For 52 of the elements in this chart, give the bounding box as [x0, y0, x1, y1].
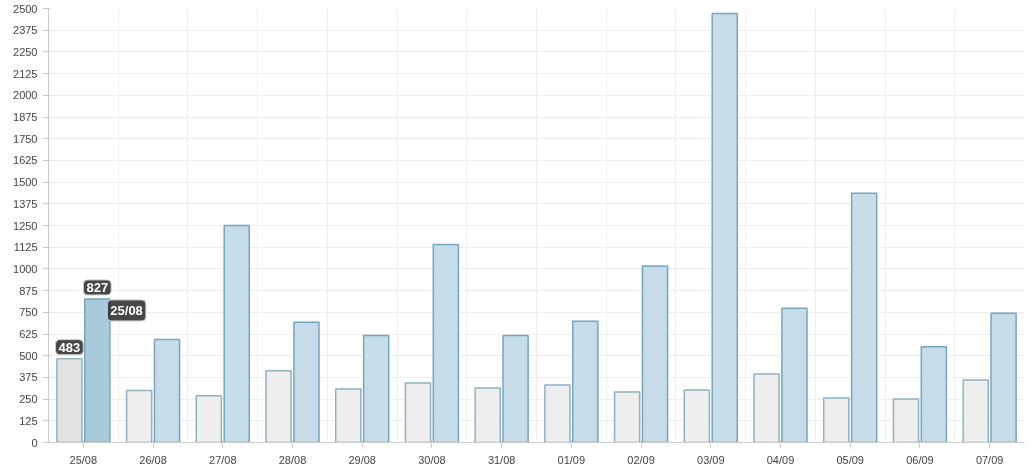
y-tick-label: 2250	[13, 45, 38, 58]
x-tick-label: 25/08	[69, 453, 98, 466]
bar	[153, 338, 181, 443]
x-tick-label: 02/09	[627, 453, 655, 466]
x-tick-label: 04/09	[766, 453, 795, 466]
y-tick-label: 1125	[13, 241, 38, 254]
bar	[293, 321, 320, 443]
y-tick-label: 0	[31, 436, 38, 449]
y-tick-label: 1625	[13, 154, 38, 167]
y-tick-label: 750	[19, 306, 38, 319]
y-tick-label: 625	[19, 328, 38, 340]
y-tick-label: 125	[19, 414, 38, 427]
bar	[572, 320, 599, 443]
bar	[990, 312, 1017, 443]
y-tick-label: 1875	[13, 111, 38, 123]
data-label: 827	[86, 279, 109, 295]
bar	[502, 334, 529, 443]
x-tick-label: 03/09	[697, 453, 725, 466]
y-tick-label: 2500	[13, 2, 38, 15]
annotation: 25/08	[110, 302, 143, 318]
bar	[850, 192, 878, 443]
y-tick-label: 250	[19, 393, 38, 406]
x-tick-label: 07/09	[975, 453, 1004, 466]
x-tick-label: 01/09	[557, 453, 586, 466]
y-tick-label: 2000	[13, 89, 38, 102]
bar	[84, 298, 111, 443]
y-tick-label: 1250	[13, 219, 38, 232]
y-tick-label: 1750	[13, 132, 38, 145]
x-tick-label: 31/08	[487, 453, 516, 466]
y-tick-label: 500	[19, 349, 38, 362]
y-tick-label: 1375	[13, 197, 38, 210]
y-tick-label: 875	[19, 284, 38, 297]
x-tick-label: 05/09	[836, 453, 864, 466]
y-tick-label: 2375	[13, 24, 38, 37]
x-tick-label: 06/09	[906, 453, 934, 466]
x-tick-label: 30/08	[418, 453, 446, 466]
bar	[641, 265, 669, 443]
bar	[920, 345, 948, 443]
x-tick-label: 28/08	[278, 453, 307, 466]
y-tick-label: 375	[19, 371, 38, 384]
y-tick-label: 1500	[13, 176, 38, 189]
y-tick-label: 2125	[13, 67, 38, 80]
x-tick-label: 27/08	[209, 453, 237, 466]
y-tick-label: 1000	[13, 262, 38, 275]
data-label: 483	[58, 339, 81, 355]
bar	[781, 307, 808, 443]
bar	[362, 334, 390, 443]
x-tick-label: 29/08	[348, 453, 376, 466]
bar	[711, 12, 739, 443]
bar	[432, 243, 460, 443]
x-tick-label: 26/08	[139, 453, 167, 466]
bar	[223, 224, 251, 443]
